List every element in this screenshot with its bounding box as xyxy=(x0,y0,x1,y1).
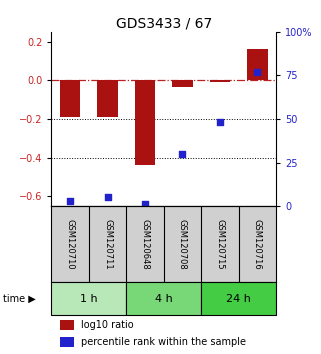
Point xyxy=(105,195,110,200)
Point xyxy=(217,120,222,125)
Bar xyxy=(60,337,74,347)
Text: log10 ratio: log10 ratio xyxy=(81,320,133,330)
Point xyxy=(67,198,73,204)
Bar xyxy=(97,80,118,117)
Bar xyxy=(247,49,268,80)
Text: GSM120708: GSM120708 xyxy=(178,219,187,270)
Text: GSM120710: GSM120710 xyxy=(65,219,74,270)
Text: GSM120716: GSM120716 xyxy=(253,219,262,270)
Text: GSM120715: GSM120715 xyxy=(215,219,224,270)
Title: GDS3433 / 67: GDS3433 / 67 xyxy=(116,17,212,31)
Bar xyxy=(201,282,276,315)
Text: 24 h: 24 h xyxy=(226,294,251,304)
Text: percentile rank within the sample: percentile rank within the sample xyxy=(81,337,246,347)
Bar xyxy=(172,80,193,87)
Point xyxy=(143,201,148,207)
Text: time ▶: time ▶ xyxy=(3,294,36,304)
Text: GSM120711: GSM120711 xyxy=(103,219,112,270)
Point xyxy=(180,151,185,157)
Bar xyxy=(126,282,201,315)
Bar xyxy=(135,80,155,165)
Text: 4 h: 4 h xyxy=(155,294,173,304)
Bar xyxy=(210,80,230,82)
Bar xyxy=(60,80,80,117)
Text: GSM120648: GSM120648 xyxy=(141,219,150,270)
Bar xyxy=(51,282,126,315)
Point xyxy=(255,69,260,75)
Text: 1 h: 1 h xyxy=(80,294,98,304)
Bar xyxy=(60,320,74,330)
